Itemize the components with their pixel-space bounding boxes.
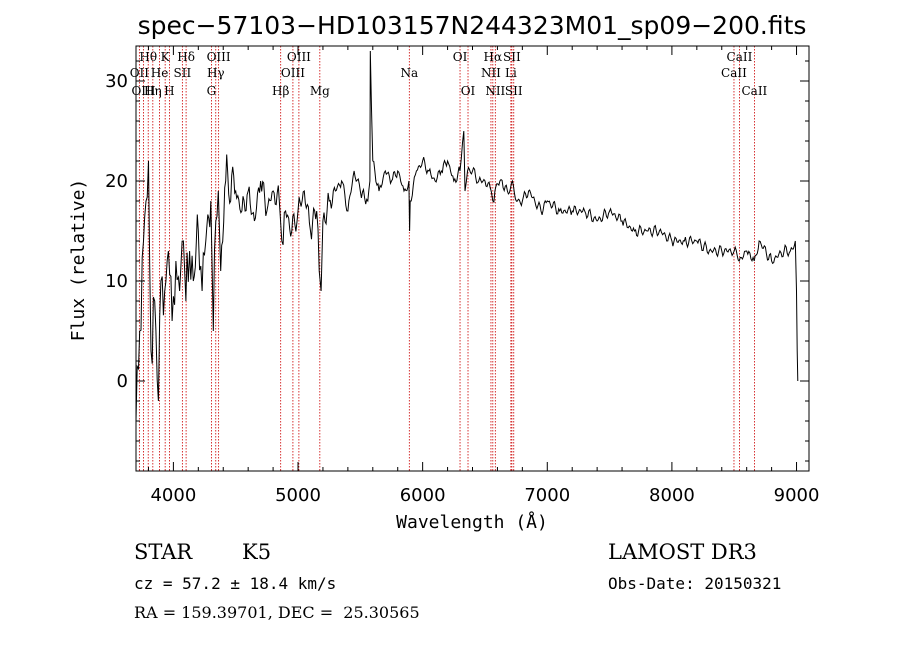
emission-line-label-16: Na [400, 66, 418, 80]
emission-line-label-24: SII [505, 84, 523, 98]
emission-line-label-4: He [151, 66, 169, 80]
emission-line-label-18: OI [461, 84, 476, 98]
emission-line-label-8: H [164, 84, 174, 98]
emission-line-label-22: SII [503, 50, 521, 64]
y-axis-ticks: 0 10 20 30 [105, 60, 809, 462]
emission-line-label-15: Mg [310, 84, 330, 98]
emission-line-label-11: G [207, 84, 217, 98]
spectrum-line [135, 50, 799, 422]
emission-line-label-13: OIII [287, 50, 311, 64]
object-class: STAR [134, 540, 193, 564]
emission-line-label-25: CaII [727, 50, 753, 64]
y-tick-label-0: 0 [117, 371, 128, 392]
emission-line-label-5: Hη [144, 84, 162, 98]
emission-line-label-19: Hα [484, 50, 503, 64]
emission-line-label-0: Hθ [139, 50, 157, 64]
object-subclass: K5 [242, 540, 272, 564]
x-axis-label: Wavelength (Å) [396, 511, 548, 533]
plot-frame [135, 45, 810, 472]
emission-line-label-17: OI [453, 50, 468, 64]
observation-date: Obs-Date: 20150321 [608, 574, 782, 593]
emission-line-label-7: SII [174, 66, 192, 80]
spectrum-series [135, 50, 799, 422]
emission-line-label-3: K [161, 50, 171, 64]
emission-line-label-2: OIII [131, 84, 155, 98]
y-axis-label: Flux (relative) [68, 179, 89, 342]
emission-line-label-12: Hβ [272, 84, 289, 98]
emission-line-label-6: Hδ [177, 50, 195, 64]
survey-name: LAMOST DR3 [608, 540, 757, 564]
emission-line-label-27: CaII [741, 84, 767, 98]
emission-line-label-1: OII [130, 66, 150, 80]
x-tick-label-1: 5000 [275, 485, 321, 506]
y-tick-label-1: 10 [105, 271, 128, 292]
y-tick-label-2: 20 [105, 171, 128, 192]
x-tick-label-3: 7000 [524, 485, 570, 506]
emission-line-label-9: OIII [207, 50, 231, 64]
x-tick-label-4: 8000 [649, 485, 695, 506]
emission-line-label-14: OIII [281, 66, 305, 80]
emission-line-label-23: Li [505, 66, 517, 80]
emission-line-label-10: Hγ [207, 66, 225, 80]
emission-line-markers [138, 46, 755, 471]
y-tick-label-3: 30 [105, 71, 128, 92]
x-tick-label-2: 6000 [400, 485, 446, 506]
x-tick-label-5: 9000 [774, 485, 820, 506]
emission-line-label-26: CaII [721, 66, 747, 80]
x-axis-ticks: 4000 5000 6000 7000 8000 9000 [147, 46, 820, 506]
chart-title: spec−57103−HD103157N244323M01_sp09−200.f… [138, 11, 807, 40]
redshift-velocity: cz = 57.2 ± 18.4 km/s [134, 574, 337, 593]
emission-line-label-20: NII [481, 66, 501, 80]
coordinates: RA = 159.39701, DEC = 25.30565 [134, 603, 420, 622]
x-tick-label-0: 4000 [150, 485, 196, 506]
emission-line-label-21: NII [485, 84, 505, 98]
